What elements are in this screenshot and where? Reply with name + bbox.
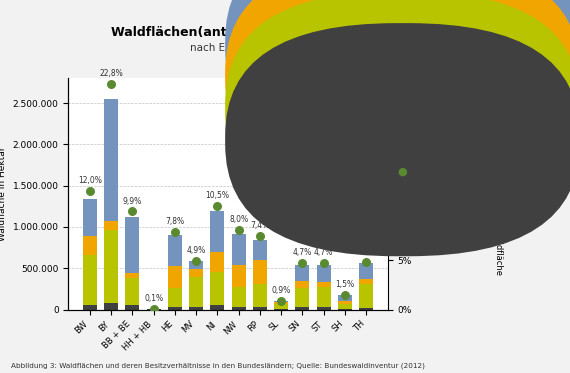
Y-axis label: Anteil an gesamtdeutscher Waldfläche: Anteil an gesamtdeutscher Waldfläche: [494, 113, 503, 275]
Bar: [295, 307, 310, 310]
Text: 9,9%: 9,9%: [123, 197, 142, 206]
Point: [149, 305, 158, 311]
Bar: [125, 217, 139, 273]
Bar: [359, 307, 373, 310]
Bar: [317, 265, 331, 282]
Bar: [295, 288, 310, 307]
Point: [276, 298, 286, 304]
Text: ●: ●: [397, 167, 408, 176]
Bar: [189, 261, 203, 269]
Point: [234, 227, 243, 233]
Bar: [210, 252, 224, 272]
Bar: [210, 272, 224, 305]
Bar: [317, 307, 331, 310]
Y-axis label: Waldfläche in Hektar: Waldfläche in Hektar: [0, 147, 7, 241]
Bar: [274, 302, 288, 304]
Bar: [83, 256, 97, 305]
Text: 8,0%: 8,0%: [229, 215, 248, 224]
Point: [170, 229, 180, 235]
Bar: [125, 278, 139, 305]
Bar: [253, 240, 267, 260]
Point: [319, 260, 328, 266]
Point: [213, 203, 222, 209]
Bar: [125, 273, 139, 278]
Point: [340, 292, 349, 298]
Bar: [232, 307, 246, 310]
Point: [298, 260, 307, 266]
Bar: [83, 236, 97, 256]
Bar: [189, 307, 203, 310]
Text: Waldflächen(anteile) in Deutschland: Waldflächen(anteile) in Deutschland: [111, 26, 368, 39]
Bar: [295, 265, 310, 280]
Bar: [232, 287, 246, 307]
Bar: [359, 279, 373, 283]
Text: Körperschaftswald: Körperschaftswald: [413, 72, 496, 81]
Text: 4,8%: 4,8%: [357, 247, 376, 256]
Bar: [168, 307, 182, 310]
Bar: [210, 211, 224, 252]
Bar: [104, 221, 118, 230]
Text: Abbildung 3: Waldflächen und deren Besitzverhältnisse in den Bundesländern; Quel: Abbildung 3: Waldflächen und deren Besit…: [11, 363, 425, 369]
Text: 10,5%: 10,5%: [205, 191, 229, 200]
Bar: [253, 260, 267, 284]
Text: 0,1%: 0,1%: [144, 294, 163, 303]
Text: Privatwald: Privatwald: [413, 40, 461, 49]
Bar: [253, 284, 267, 307]
Bar: [168, 266, 182, 288]
Text: 0,9%: 0,9%: [271, 286, 291, 295]
Bar: [104, 98, 118, 221]
Bar: [189, 278, 203, 307]
Bar: [274, 301, 288, 302]
Bar: [83, 305, 97, 310]
Point: [107, 81, 116, 87]
Bar: [338, 304, 352, 309]
Bar: [210, 305, 224, 310]
Point: [361, 259, 370, 265]
Bar: [253, 307, 267, 310]
Bar: [274, 304, 288, 309]
Text: 1,5%: 1,5%: [335, 280, 355, 289]
Bar: [168, 288, 182, 307]
Text: Waldanteil [%]: Waldanteil [%]: [413, 167, 479, 176]
Text: 4,7%: 4,7%: [293, 248, 312, 257]
Bar: [338, 309, 352, 310]
Bar: [317, 287, 331, 307]
Bar: [359, 263, 373, 279]
Text: 12,0%: 12,0%: [78, 176, 102, 185]
Bar: [168, 235, 182, 266]
Point: [192, 258, 201, 264]
Bar: [125, 305, 139, 310]
Text: Staatswald (Bund): Staatswald (Bund): [413, 135, 496, 144]
Text: 4,9%: 4,9%: [186, 246, 206, 255]
Text: nach Eigentumsart: nach Eigentumsart: [190, 43, 289, 53]
Text: Staatswald (Land): Staatswald (Land): [413, 104, 495, 113]
Text: 7,4%: 7,4%: [250, 221, 270, 230]
Bar: [274, 309, 288, 310]
Point: [86, 188, 95, 194]
Bar: [83, 199, 97, 236]
Point: [255, 233, 264, 239]
Bar: [317, 282, 331, 287]
Bar: [104, 303, 118, 310]
Bar: [295, 280, 310, 288]
Bar: [189, 269, 203, 278]
Text: 7,8%: 7,8%: [165, 217, 185, 226]
Bar: [104, 230, 118, 303]
Bar: [232, 265, 246, 287]
Bar: [338, 295, 352, 301]
Text: 22,8%: 22,8%: [99, 69, 123, 78]
Bar: [338, 301, 352, 304]
Point: [128, 209, 137, 214]
Text: 4,7%: 4,7%: [314, 248, 333, 257]
Bar: [232, 234, 246, 265]
Bar: [359, 283, 373, 307]
